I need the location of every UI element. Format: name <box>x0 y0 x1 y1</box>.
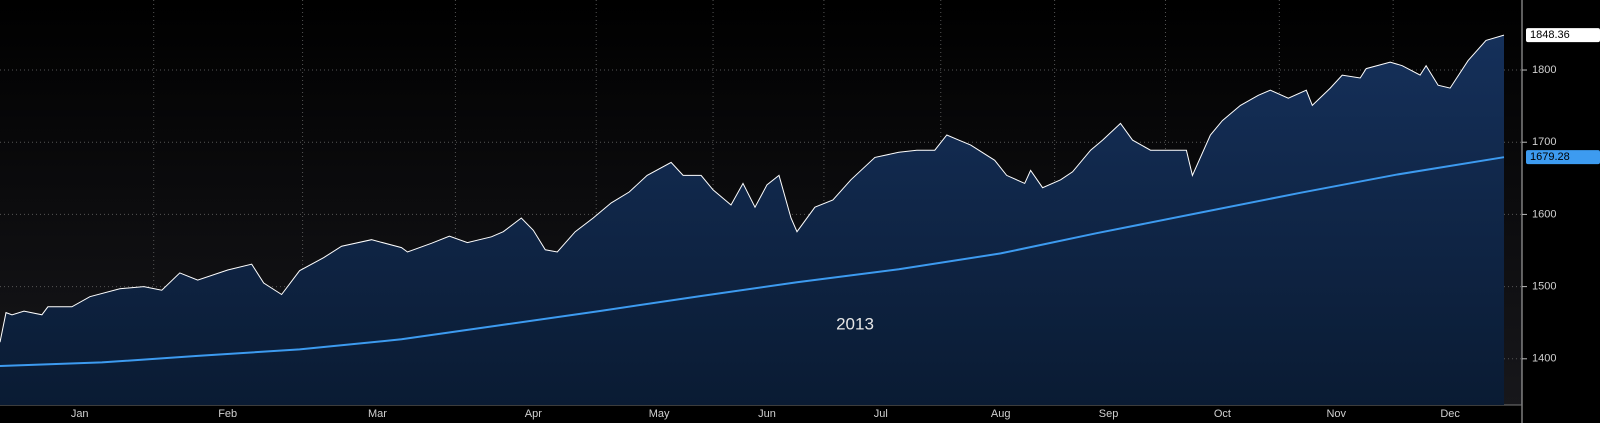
x-tick-label: Jun <box>758 408 776 420</box>
marks <box>0 34 1505 405</box>
last-value-label: 1679.28 <box>1530 151 1570 163</box>
axes: 1400 1500 1600 1700 1800 Jan Feb Mar Apr May Jun Ju… <box>71 28 1600 420</box>
x-axis-band <box>0 405 1522 423</box>
last-value-box <box>1526 150 1600 165</box>
x-tick-label: Feb <box>218 408 237 420</box>
last-value-label: 1848.36 <box>1530 29 1570 41</box>
line <box>0 34 1505 343</box>
x-tick-label: Mar <box>368 408 387 420</box>
x-tick-label: Jan <box>71 408 89 420</box>
x-tick-label: Apr <box>525 408 542 420</box>
x-tick-label: Sep <box>1099 408 1119 420</box>
y-tick-label: 1400 <box>1532 353 1556 365</box>
y-tick-label: 1800 <box>1532 64 1556 76</box>
last-value-box <box>1526 28 1600 43</box>
x-tick-label: Jul <box>874 408 888 420</box>
annotation: 2013 <box>836 314 874 333</box>
area <box>0 35 1505 405</box>
x-tick-label: Oct <box>1214 408 1231 420</box>
y-tick-label: 1600 <box>1532 208 1556 220</box>
line <box>0 156 1505 367</box>
x-tick-label: Nov <box>1326 408 1346 420</box>
y-tick-label: 1700 <box>1532 136 1556 148</box>
x-tick-label: Aug <box>991 408 1011 420</box>
x-tick-label: Dec <box>1440 408 1460 420</box>
x-tick-label: May <box>649 408 670 420</box>
y-tick-label: 1500 <box>1532 281 1556 293</box>
